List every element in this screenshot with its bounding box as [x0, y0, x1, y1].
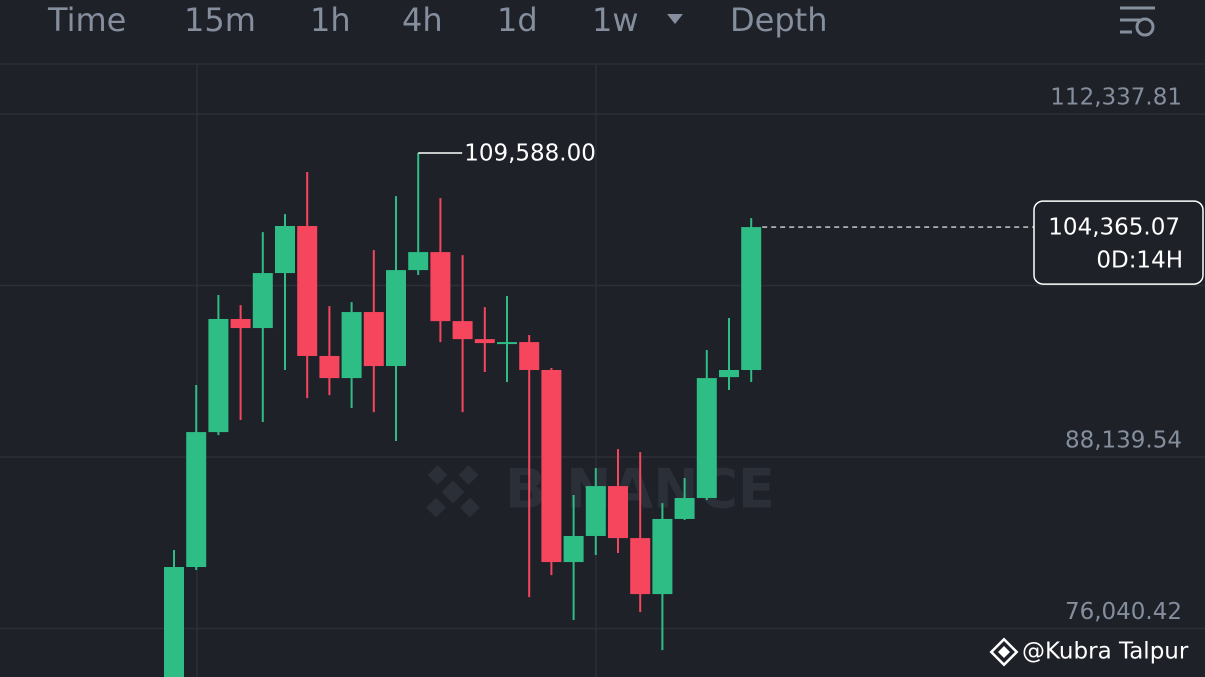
candle-body — [696, 378, 717, 498]
candle-body — [497, 342, 517, 345]
max-marker-label: 109,588.00 — [464, 141, 596, 167]
interval-tab[interactable]: 1d — [497, 1, 538, 39]
last-price-label: 104,365.07 — [1048, 215, 1180, 241]
candle-body — [741, 227, 762, 371]
candle-body — [585, 486, 606, 536]
candle-body — [164, 567, 184, 677]
interval-tab[interactable]: 1h — [310, 1, 351, 39]
candle-body — [297, 226, 318, 356]
y-tick-label: 112,337.81 — [1050, 85, 1182, 111]
candle-body — [674, 497, 695, 519]
candle-body — [452, 321, 473, 340]
last-price-box — [1033, 200, 1204, 285]
credit-logo — [989, 637, 1019, 667]
interval-tab[interactable]: Depth — [730, 1, 827, 39]
candle-body — [186, 432, 207, 568]
candle-body — [230, 318, 251, 329]
candle-body — [519, 342, 540, 371]
candle-body — [386, 270, 406, 367]
candle-body — [652, 518, 673, 595]
interval-tab[interactable]: 1w — [592, 1, 639, 39]
candle-body — [608, 486, 628, 539]
countdown: 0D:14H — [1096, 248, 1183, 274]
credit: @Kubra Talpur — [1022, 639, 1189, 665]
interval-tab[interactable]: Time — [47, 1, 126, 39]
interval-tab[interactable]: 4h — [402, 1, 443, 39]
candle-body — [430, 252, 451, 322]
candle-body — [563, 535, 584, 563]
candle-body — [252, 273, 273, 329]
candle-body — [208, 318, 229, 433]
y-tick-label: 88,139.54 — [1065, 428, 1182, 454]
interval-tab[interactable]: 15m — [184, 1, 256, 39]
candle-body — [275, 226, 295, 274]
candle-body — [719, 370, 739, 378]
settings-icon[interactable] — [1120, 6, 1155, 37]
candle-body — [341, 312, 362, 379]
candle-body — [408, 252, 429, 271]
candle-body — [630, 538, 651, 595]
interval-dropdown[interactable] — [667, 14, 683, 24]
candle-body — [541, 370, 562, 563]
y-tick-label: 76,040.42 — [1065, 599, 1182, 625]
candle-body — [363, 312, 384, 367]
candle-body — [319, 355, 340, 379]
candle-body — [474, 339, 495, 344]
